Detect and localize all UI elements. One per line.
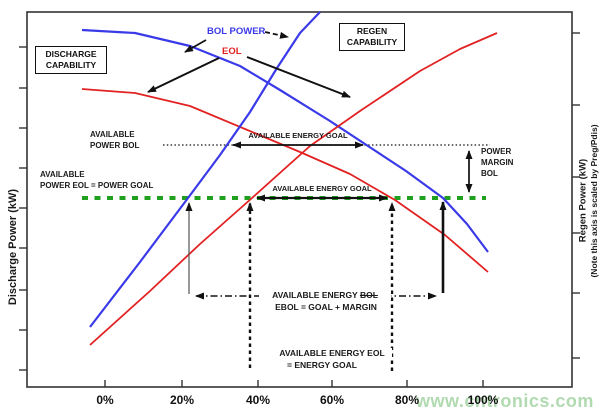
energy-goal-lower-label: AVAILABLE ENERGY GOAL	[272, 184, 372, 193]
eol-label: EOL	[222, 46, 242, 57]
available-power-eol-label: AVAILABLE POWER EOL = POWER GOAL	[40, 169, 153, 191]
ebol-equation-label: EBOL = GOAL + MARGIN	[262, 302, 390, 312]
eol-left-pointer-arrow	[147, 57, 220, 93]
energy-goal-equation-label: = ENERGY GOAL	[272, 360, 372, 370]
discharge-capability-box: DISCHARGE CAPABILITY	[35, 46, 107, 74]
regen-capability-line1: REGEN	[356, 26, 388, 36]
available-energy-eol-label: AVAILABLE ENERGY EOL	[272, 348, 392, 358]
x-tick-60: 60%	[319, 393, 345, 407]
left-axis-ticks	[19, 46, 27, 371]
available-power-bol-line2: POWER BOL	[90, 141, 140, 150]
bol-power-pointer-arrow	[184, 39, 207, 53]
available-energy-bol-label: AVAILABLE ENERGY BOL	[259, 290, 391, 300]
x-tick-0: 0%	[96, 393, 114, 407]
x-tick-80: 80%	[394, 393, 420, 407]
y-left-axis-title: Discharge Power (kW)	[7, 188, 19, 306]
y-right-axis-note: (Note this axis is scaled by Preg/Pdis)	[589, 124, 599, 278]
plot-frame	[26, 11, 573, 388]
eol-right-pointer-arrow	[246, 56, 351, 98]
available-energy-bol-text: AVAILABLE ENERGY	[272, 290, 360, 300]
y-right-axis-title: Regen Power (kW)	[577, 158, 589, 243]
available-power-eol-line2: POWER EOL = POWER GOAL	[40, 181, 154, 190]
regen-bol-curve	[89, 11, 321, 328]
bol-power-dashed-pointer-arrow	[264, 31, 289, 39]
x-tick-20: 20%	[169, 393, 195, 407]
power-margin-bol-label: POWER MARGIN BOL	[481, 146, 513, 179]
discharge-capability-line1: DISCHARGE	[45, 49, 97, 59]
available-power-bol-line1: AVAILABLE	[90, 130, 135, 139]
watermark: www.cntronics.com	[416, 391, 594, 411]
available-power-bol-label: AVAILABLE POWER BOL	[90, 129, 139, 151]
power-margin-line3: BOL	[481, 169, 498, 178]
bol-power-label: BOL POWER	[207, 26, 266, 37]
x-axis-ticks	[104, 380, 484, 387]
power-margin-line2: MARGIN	[481, 158, 514, 167]
regen-capability-line2: CAPABILITY	[346, 37, 398, 47]
energy-goal-upper-label: AVAILABLE ENERGY GOAL	[248, 131, 348, 140]
discharge-bol-curve	[81, 28, 489, 253]
power-margin-line1: POWER	[481, 147, 512, 156]
regen-capability-box: REGEN CAPABILITY	[339, 23, 405, 51]
x-tick-100: 100%	[467, 393, 499, 407]
discharge-capability-line2: CAPABILITY	[45, 60, 97, 70]
available-power-eol-line1: AVAILABLE	[40, 170, 85, 179]
right-axis-ticks	[572, 32, 580, 359]
discharge-eol-curve	[81, 88, 489, 273]
x-tick-40: 40%	[245, 393, 271, 407]
available-energy-bol-struck-text: BOL	[359, 290, 378, 300]
